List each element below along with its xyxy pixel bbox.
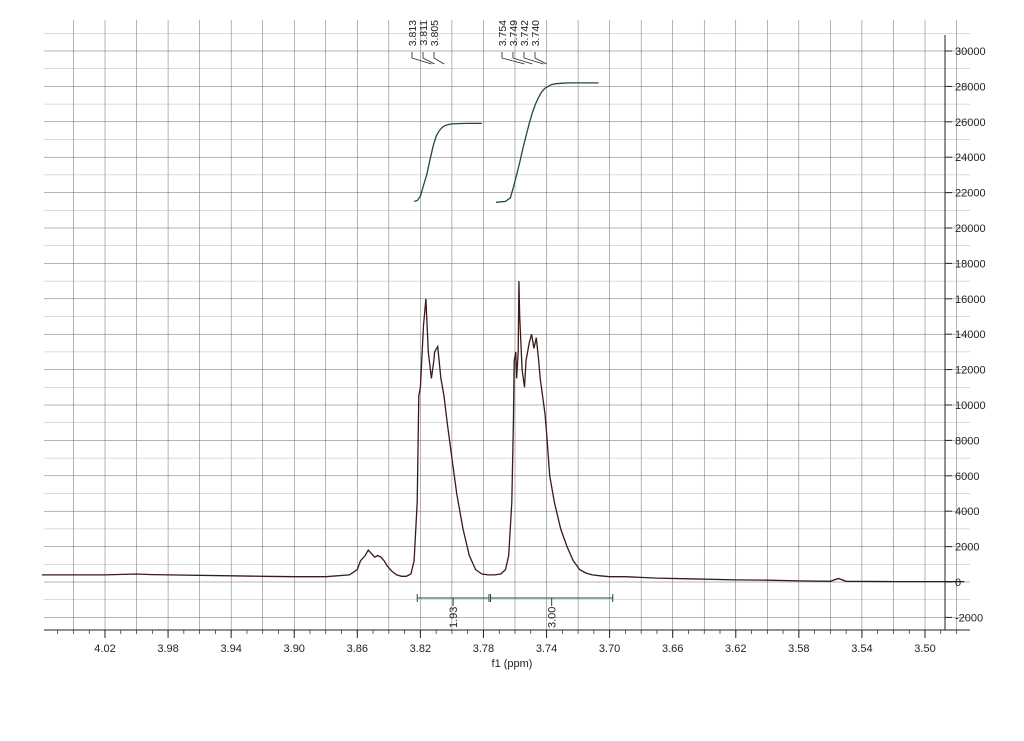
x-tick-label: 3.54 — [851, 643, 872, 655]
x-tick-label: 3.70 — [599, 643, 620, 655]
x-tick-label: 3.74 — [536, 643, 557, 655]
peak-leader-line — [411, 52, 432, 65]
y-tick-label: 4000 — [955, 506, 979, 518]
y-tick-label: 18000 — [955, 258, 986, 270]
y-tick-label: 8000 — [955, 435, 979, 447]
y-tick-label: 10000 — [955, 400, 986, 412]
x-axis-title: f1 (ppm) — [492, 658, 533, 670]
peak-label: 3.742 — [519, 20, 531, 46]
x-tick-label: 3.82 — [410, 643, 431, 655]
peak-label: 3.813 — [407, 20, 419, 46]
x-tick-label: 3.58 — [788, 643, 809, 655]
y-tick-label: -2000 — [955, 612, 983, 624]
x-tick-label: 3.90 — [284, 643, 305, 655]
peak-leader-line — [433, 52, 445, 65]
y-tick-label: 28000 — [955, 81, 986, 93]
x-tick-label: 3.94 — [220, 643, 241, 655]
y-tick-label: 26000 — [955, 117, 986, 129]
y-tick-label: 12000 — [955, 365, 986, 377]
y-tick-label: 24000 — [955, 152, 986, 164]
y-tick-label: 22000 — [955, 188, 986, 200]
integration-value: 1.93 — [448, 607, 460, 628]
x-tick-label: 4.02 — [94, 643, 115, 655]
x-tick-label: 3.50 — [914, 643, 935, 655]
y-tick-label: 6000 — [955, 471, 979, 483]
peak-leader-line — [512, 52, 533, 65]
x-tick-label: 3.86 — [347, 643, 368, 655]
y-tick-label: 14000 — [955, 329, 986, 341]
y-tick-label: 0 — [955, 577, 961, 589]
x-tick-label: 3.98 — [157, 643, 178, 655]
spectrum-line — [41, 281, 965, 583]
peak-leader-line — [422, 52, 435, 65]
peak-leader-line — [501, 52, 525, 65]
x-tick-label: 3.78 — [473, 643, 494, 655]
peak-leader-line — [523, 52, 544, 65]
integral-curve — [496, 82, 599, 203]
y-tick-label: 2000 — [955, 542, 979, 554]
y-tick-label: 20000 — [955, 223, 986, 235]
x-tick-label: 3.62 — [725, 643, 746, 655]
peak-label: 3.805 — [429, 20, 441, 46]
x-tick-label: 3.66 — [662, 643, 683, 655]
peak-label: 3.811 — [418, 20, 430, 46]
peak-label: 3.749 — [508, 20, 520, 46]
integral-curve — [413, 122, 482, 203]
peak-label: 3.754 — [497, 20, 509, 46]
y-tick-label: 16000 — [955, 294, 986, 306]
peak-label: 3.740 — [530, 20, 542, 46]
integration-value: 3.00 — [547, 607, 559, 628]
peak-leader-line — [534, 52, 547, 65]
y-tick-label: 30000 — [955, 46, 986, 58]
